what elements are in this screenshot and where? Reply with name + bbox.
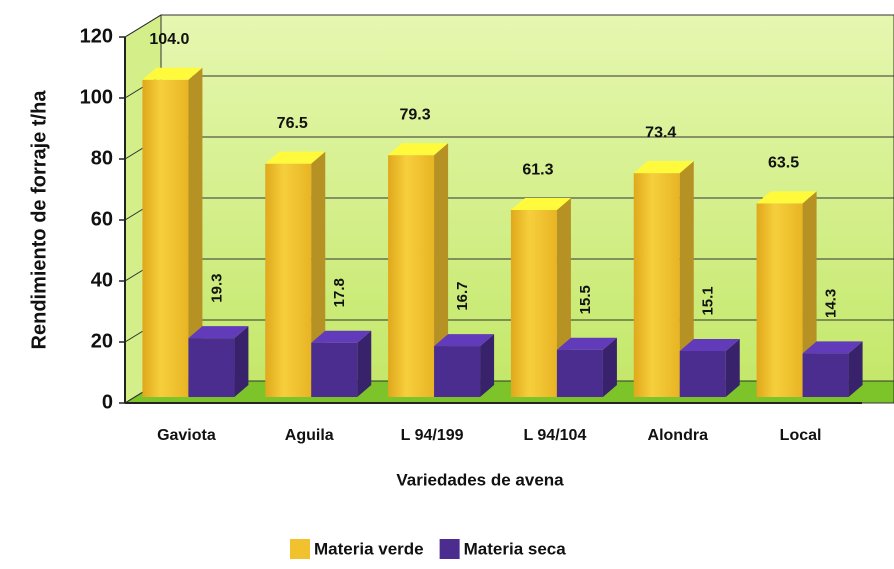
x-axis-label: Variedades de avena bbox=[396, 470, 564, 489]
bar-front bbox=[556, 349, 603, 397]
bar-top bbox=[265, 151, 326, 164]
y-tick-label: 60 bbox=[91, 208, 113, 230]
bar-front bbox=[265, 163, 312, 397]
bar-front bbox=[311, 342, 358, 397]
data-label: 16.7 bbox=[454, 281, 471, 310]
bar-top bbox=[311, 330, 372, 343]
bar bbox=[188, 326, 249, 397]
bar bbox=[556, 337, 617, 397]
grid-line bbox=[124, 14, 894, 38]
y-tick-label: 40 bbox=[91, 269, 113, 291]
bar-top bbox=[802, 341, 863, 354]
y-tick-label: 100 bbox=[80, 86, 113, 108]
bar bbox=[633, 161, 694, 397]
bar-front bbox=[388, 155, 435, 397]
data-label: 19.3 bbox=[208, 274, 225, 303]
bar bbox=[311, 330, 372, 397]
bar bbox=[434, 334, 495, 397]
x-tick-label: L 94/104 bbox=[523, 427, 586, 444]
x-tick-label: Aguila bbox=[285, 427, 334, 444]
legend-swatch bbox=[439, 539, 460, 559]
bar bbox=[510, 198, 571, 397]
bar-top bbox=[510, 198, 571, 211]
data-label: 73.4 bbox=[645, 124, 676, 141]
legend-label: Materia seca bbox=[464, 539, 567, 558]
bar-top bbox=[188, 326, 249, 339]
data-label: 63.5 bbox=[768, 155, 799, 172]
bar-front bbox=[510, 210, 557, 397]
bar-top bbox=[633, 161, 694, 174]
bar-front bbox=[679, 350, 726, 397]
bar-top bbox=[388, 143, 449, 156]
bar bbox=[388, 143, 449, 397]
data-label: 15.1 bbox=[700, 286, 717, 315]
x-tick-label: Alondra bbox=[648, 427, 709, 444]
legend: Materia verde Materia seca bbox=[290, 539, 566, 559]
bar-top bbox=[756, 191, 817, 204]
bar-side bbox=[188, 67, 203, 398]
bar-side bbox=[602, 337, 617, 397]
x-tick-label: L 94/199 bbox=[401, 427, 464, 444]
bar-side bbox=[234, 326, 249, 397]
bar-front bbox=[142, 79, 189, 398]
bar-front bbox=[188, 338, 235, 397]
data-label: 79.3 bbox=[400, 106, 431, 123]
bar-top bbox=[556, 337, 617, 350]
bar bbox=[142, 67, 203, 398]
data-label: 104.0 bbox=[149, 31, 189, 48]
bar-front bbox=[434, 346, 481, 397]
bar-side bbox=[725, 338, 740, 397]
bar-side bbox=[357, 330, 372, 397]
bar-side bbox=[434, 143, 449, 397]
bar-front bbox=[802, 353, 849, 397]
data-label: 14.3 bbox=[823, 289, 840, 318]
bar-top bbox=[142, 67, 203, 80]
y-tick-label: 0 bbox=[102, 391, 113, 413]
data-label: 17.8 bbox=[331, 278, 348, 307]
bar bbox=[802, 341, 863, 397]
bar-side bbox=[848, 341, 863, 397]
bar bbox=[265, 151, 326, 397]
bar-front bbox=[633, 173, 680, 397]
y-axis-label: Rendimiento de forraje t/ha bbox=[28, 90, 50, 350]
x-tick-label: Local bbox=[780, 427, 822, 444]
bar-side bbox=[480, 334, 495, 397]
legend-label: Materia verde bbox=[314, 539, 424, 558]
bar-front bbox=[756, 203, 803, 397]
bar-top bbox=[679, 338, 740, 351]
x-tick-label: Gaviota bbox=[157, 427, 216, 444]
data-label: 76.5 bbox=[277, 115, 308, 132]
bar-side bbox=[679, 161, 694, 397]
bar bbox=[679, 338, 740, 397]
data-label: 61.3 bbox=[522, 161, 553, 178]
y-tick-label: 80 bbox=[91, 147, 113, 169]
y-tick-label: 120 bbox=[80, 25, 113, 47]
data-label: 15.5 bbox=[577, 285, 594, 314]
y-tick-label: 20 bbox=[91, 330, 113, 352]
legend-swatch bbox=[290, 539, 310, 559]
bar-top bbox=[434, 334, 495, 347]
